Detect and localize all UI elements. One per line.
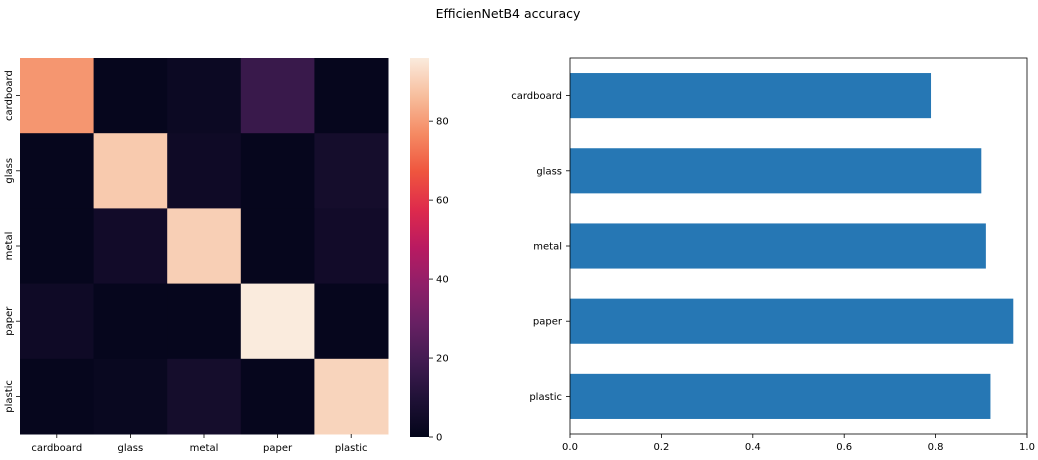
colorbar-tick-label: 60: [436, 196, 449, 207]
colorbar-gradient: [410, 58, 429, 437]
bar-y-tick-label: glass: [536, 166, 562, 177]
accuracy-bar: [570, 223, 986, 269]
heatmap-cell: [167, 283, 242, 360]
heatmap-cell: [167, 133, 242, 209]
bar-x-tick-label: 1.0: [1019, 442, 1035, 453]
colorbar-tick-label: 20: [436, 354, 449, 365]
heatmap-cell: [314, 208, 389, 285]
bar-y-tick-label: cardboard: [511, 91, 562, 102]
colorbar-tick-label: 40: [436, 275, 449, 286]
heatmap-cell: [240, 58, 315, 134]
heatmap-cell: [167, 208, 242, 285]
bar-x-tick-label: 0.8: [928, 442, 944, 453]
heatmap-cell: [314, 283, 389, 360]
heatmap-cell: [20, 358, 95, 435]
bar-y-tick-label: metal: [533, 242, 562, 253]
bar-x-tick-label: 0.4: [745, 442, 761, 453]
colorbar-tick-label: 80: [436, 117, 449, 128]
accuracy-bar: [570, 373, 991, 419]
heatmap-colorbar: 0 20 40 60 80: [410, 58, 449, 444]
heatmap-cell: [20, 58, 95, 134]
heatmap-x-tick-label: metal: [190, 443, 219, 454]
heatmap-cell: [240, 208, 315, 285]
bar-x-tick-label: 0.6: [836, 442, 852, 453]
heatmap-y-tick-label: plastic: [4, 380, 15, 413]
heatmap-x-tick-label: plastic: [335, 443, 368, 454]
heatmap-x-tick-label: glass: [118, 443, 144, 454]
heatmap-cell: [240, 133, 315, 209]
heatmap-y-tick-label: metal: [4, 232, 15, 261]
heatmap-x-tick-label: paper: [263, 443, 293, 454]
confusion-matrix-heatmap: cardboard glass metal paper plastic cardboard…: [4, 58, 389, 454]
heatmap-y-tick-label: glass: [4, 158, 15, 184]
heatmap-cell: [314, 133, 389, 209]
figure-title: EfficienNetB4 accuracy: [436, 6, 581, 21]
bar-y-tick-label: plastic: [529, 392, 562, 403]
accuracy-bar: [570, 148, 982, 194]
heatmap-cell: [93, 133, 168, 209]
heatmap-cell: [20, 283, 95, 360]
bar-y-tick-label: paper: [533, 317, 563, 328]
bar-x-tick-label: 0.0: [562, 442, 578, 453]
bar-x-tick-label: 0.2: [653, 442, 669, 453]
accuracy-bar: [570, 298, 1014, 344]
heatmap-x-tick-label: cardboard: [31, 443, 82, 454]
heatmap-cell: [240, 283, 315, 360]
heatmap-cell: [93, 283, 168, 360]
heatmap-cell: [314, 358, 389, 435]
accuracy-bar-chart: cardboard glass metal paper plastic 0.0 0.2 0.4…: [511, 57, 1035, 453]
heatmap-cell: [93, 358, 168, 435]
accuracy-bar: [570, 73, 932, 119]
heatmap-cell: [93, 208, 168, 285]
heatmap-cell: [314, 58, 389, 134]
colorbar-tick-label: 0: [436, 433, 442, 444]
heatmap-cell: [167, 58, 242, 134]
heatmap-cell: [240, 358, 315, 435]
heatmap-cell: [20, 208, 95, 285]
heatmap-cell: [167, 358, 242, 435]
heatmap-y-tick-label: cardboard: [4, 70, 15, 121]
heatmap-y-tick-label: paper: [4, 306, 15, 336]
heatmap-cell: [93, 58, 168, 134]
heatmap-cell: [20, 133, 95, 209]
